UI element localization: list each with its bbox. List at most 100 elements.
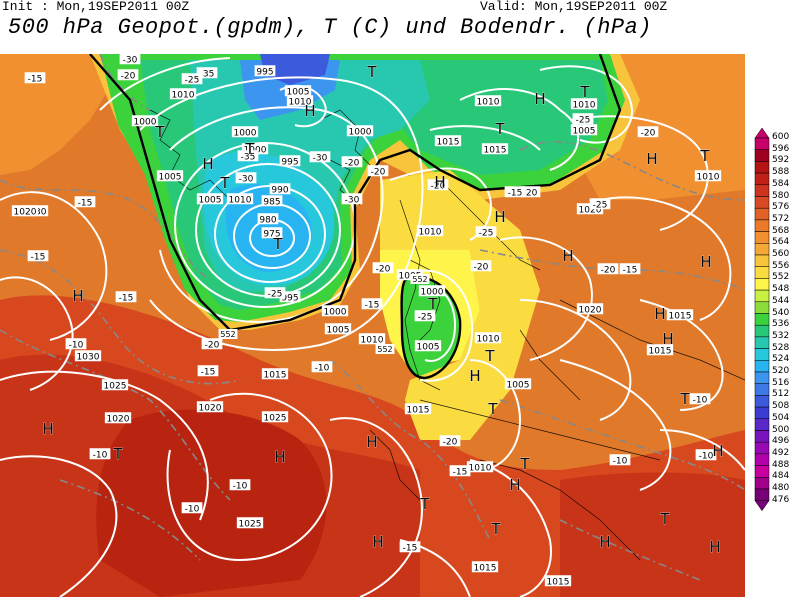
isobar-label: 980 <box>259 215 276 225</box>
isobar-label-box <box>261 411 289 423</box>
colorbar <box>754 128 770 512</box>
isobar-label: 1010 <box>573 100 596 110</box>
pressure-center-label: T <box>679 390 690 408</box>
colorbar-swatch <box>754 219 770 232</box>
pressure-center-label: H <box>494 208 505 226</box>
isotherm-label: -10 <box>699 451 714 461</box>
colorbar-swatch <box>754 278 770 291</box>
pressure-center-label: H <box>274 448 285 466</box>
geopotential-labels: 552 552 552 <box>218 274 430 354</box>
colorbar-swatch <box>754 465 770 478</box>
isotherm-label-box <box>470 260 492 272</box>
colorbar-swatch <box>754 137 770 150</box>
isobar-label: 985 <box>263 197 280 207</box>
colorbar-swatch <box>754 336 770 349</box>
colorbar-tick-label: 592 <box>772 155 790 166</box>
isobar-label: 1015 <box>264 370 287 380</box>
isotherm-label: -10 <box>613 456 628 466</box>
pressure-center-label: H <box>372 533 383 551</box>
isotherm-label: -20 <box>376 264 391 274</box>
isobar-label: 1015 <box>649 346 672 356</box>
pressure-center-label: T <box>659 510 670 528</box>
colorbar-tick-label: 596 <box>772 143 790 154</box>
isotherm-label-box <box>65 338 87 350</box>
isotherm-label: -20 <box>601 265 616 275</box>
isobar-label-box <box>321 305 349 317</box>
colorbar-swatch <box>754 430 770 443</box>
isotherm-label: -15 <box>508 188 523 198</box>
isobar-label: 1025 <box>239 519 262 529</box>
pressure-center-label: T <box>272 235 283 253</box>
isotherm-label-box <box>115 291 137 303</box>
isotherm-label-box <box>89 448 111 460</box>
colorbar-swatch <box>754 324 770 338</box>
isotherm-label: -20 <box>474 262 489 272</box>
isotherm-label-box <box>609 454 631 466</box>
isobar-label-box <box>481 143 509 155</box>
geopot-label: 552 <box>220 330 235 339</box>
isobar-label: 1010 <box>289 97 312 107</box>
isobar-label-box <box>324 323 352 335</box>
colorbar-tick-label: 576 <box>772 202 790 213</box>
isobar-label: 1010 <box>697 172 720 182</box>
pressure-center-label: T <box>366 63 377 81</box>
pressure-center-label: H <box>709 538 720 556</box>
isobar-label-box <box>576 303 604 315</box>
isotherm-label: -25 <box>268 289 283 299</box>
isotherm-label-box <box>572 113 594 125</box>
colorbar-swatch <box>754 418 770 431</box>
pressure-center-label: T <box>419 495 430 513</box>
colorbar-tick-label: 536 <box>772 319 790 330</box>
colorbar-swatch <box>754 383 770 396</box>
isotherm-label: -30 <box>239 174 254 184</box>
pressure-center-label: H <box>700 253 711 271</box>
isobar-label-box <box>196 193 224 205</box>
colorbar-swatches <box>754 128 770 512</box>
isotherm-label-box <box>504 186 526 198</box>
colorbar-tick-label: 492 <box>772 447 790 458</box>
isobar-label: 1015 <box>407 405 430 415</box>
weather-map: 9951010100510101000100010001005100510101… <box>0 54 745 597</box>
isotherm-label-box <box>237 150 259 162</box>
valid-time-label: Valid: Mon,19SEP2011 00Z <box>480 0 668 14</box>
colorbar-swatch <box>754 453 770 466</box>
isotherm-label: -15 <box>365 300 380 310</box>
isobar-label-box <box>466 461 494 473</box>
isobar-label-box <box>261 227 283 239</box>
isobar-label-box <box>396 269 424 281</box>
isobar-label-box <box>169 88 197 100</box>
pressure-center-label: T <box>490 520 501 538</box>
colorbar-tick-label: 532 <box>772 330 790 341</box>
isobar-label: 1005 <box>573 126 596 136</box>
isobar-label: 1005 <box>159 172 182 182</box>
isotherm-label-box <box>264 287 286 299</box>
isobar-label: 1010 <box>477 97 500 107</box>
colorbar-tick-label: 600 <box>772 132 790 142</box>
isobar-label-box <box>254 65 276 77</box>
isotherm-label-box <box>119 54 141 65</box>
isotherm-label: -15 <box>78 198 93 208</box>
isobar-label: 1025 <box>104 381 127 391</box>
pressure-center-label: T <box>219 174 230 192</box>
colorbar-swatch <box>754 289 770 303</box>
isobar-label-box <box>414 340 442 352</box>
isotherm-label-box <box>367 165 389 177</box>
colorbar-tick-label: 512 <box>772 389 790 400</box>
isobar-label-box <box>226 193 254 205</box>
isobar-label: 1020 <box>579 205 602 215</box>
isotherm-label: -15 <box>119 293 134 303</box>
isotherm-label-box <box>341 156 363 168</box>
isobar-label-box <box>269 183 291 195</box>
isotherm-label: -20 <box>205 340 220 350</box>
isotherm-label: -10 <box>93 450 108 460</box>
colorbar-swatch <box>754 231 770 244</box>
isobar-label-box <box>231 126 259 138</box>
isotherm-label-box <box>27 250 49 262</box>
isobar-label-box <box>570 98 598 110</box>
colorbar-tick-label: 548 <box>772 284 790 295</box>
colorbar-tick-label: 584 <box>772 178 790 189</box>
isotherm-label-box <box>341 193 363 205</box>
isotherm-label: -10 <box>233 481 248 491</box>
isobar-label: 1025 <box>264 413 287 423</box>
isotherm-label-box <box>74 196 96 208</box>
